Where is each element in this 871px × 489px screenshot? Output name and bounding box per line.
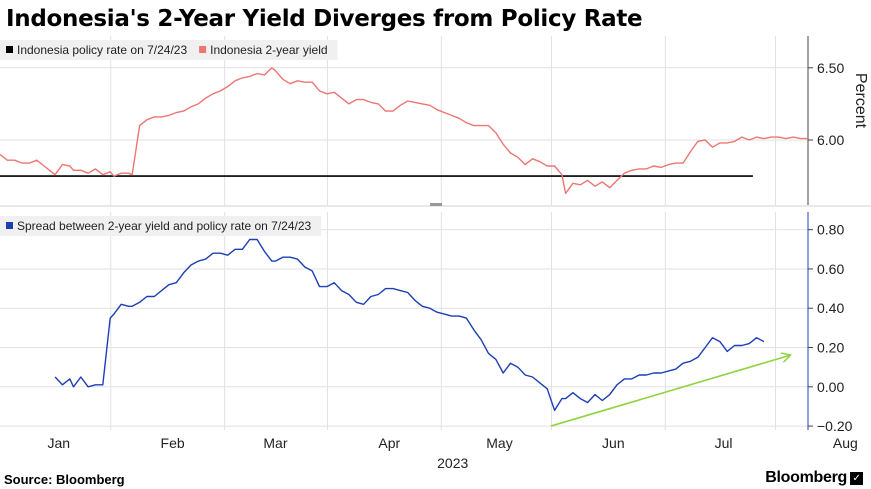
x-tick-label: Mar xyxy=(263,435,287,451)
y-tick-label: 0.40 xyxy=(817,300,844,316)
y-tick-label: 0.80 xyxy=(817,222,844,238)
chart-panel-1: 6.50 6.00 Indonesia policy rate on 7/24/23… xyxy=(0,36,869,205)
legend-swatch xyxy=(6,46,13,53)
trend-arrow xyxy=(550,355,790,427)
chart-panel-2: 0.80 0.60 0.40 0.20 0.00 −0.20 Spread between … xyxy=(0,212,853,434)
x-tick-label: May xyxy=(486,435,512,451)
y-tick-label: 6.50 xyxy=(817,60,844,76)
x-tick-label: Feb xyxy=(161,435,185,451)
y-tick-label: 0.00 xyxy=(817,379,844,395)
brand-badge-icon: ✓ xyxy=(850,472,863,485)
x-tick-label: Jun xyxy=(602,435,625,451)
x-tick-label: Jan xyxy=(47,435,70,451)
x-tick-label: Aug xyxy=(833,435,858,451)
brand-logo: Bloomberg ✓ xyxy=(765,469,863,487)
legend-swatch xyxy=(6,222,13,229)
legend-label: Indonesia 2-year yield xyxy=(210,43,327,57)
source-note: Source: Bloomberg xyxy=(4,472,125,487)
x-tick-label: Jul xyxy=(715,435,733,451)
legend-background xyxy=(0,40,338,60)
x-tick-label: Apr xyxy=(378,435,400,451)
y-axis-title: Percent xyxy=(852,73,869,129)
chart-title: Indonesia's 2-Year Yield Diverges from P… xyxy=(6,6,643,32)
y-tick-label: 0.20 xyxy=(817,340,844,356)
legend-panel-1: Indonesia policy rate on 7/24/23 Indonesi… xyxy=(0,40,338,60)
legend-label: Spread between 2-year yield and policy r… xyxy=(17,219,312,233)
legend-label: Indonesia policy rate on 7/24/23 xyxy=(17,43,187,57)
y-tick-label: 0.60 xyxy=(817,261,844,277)
x-axis-year-label: 2023 xyxy=(437,455,468,471)
brand-name: Bloomberg xyxy=(765,469,847,486)
y-tick-label: −0.20 xyxy=(817,418,853,434)
y-tick-label: 6.00 xyxy=(817,132,844,148)
series-line-2 xyxy=(0,67,808,195)
legend-swatch xyxy=(199,46,207,53)
panel-divider-handle xyxy=(430,203,442,206)
legend-panel-2: Spread between 2-year yield and policy r… xyxy=(0,216,322,236)
legend-background xyxy=(0,216,322,236)
series-line-1 xyxy=(54,238,765,412)
